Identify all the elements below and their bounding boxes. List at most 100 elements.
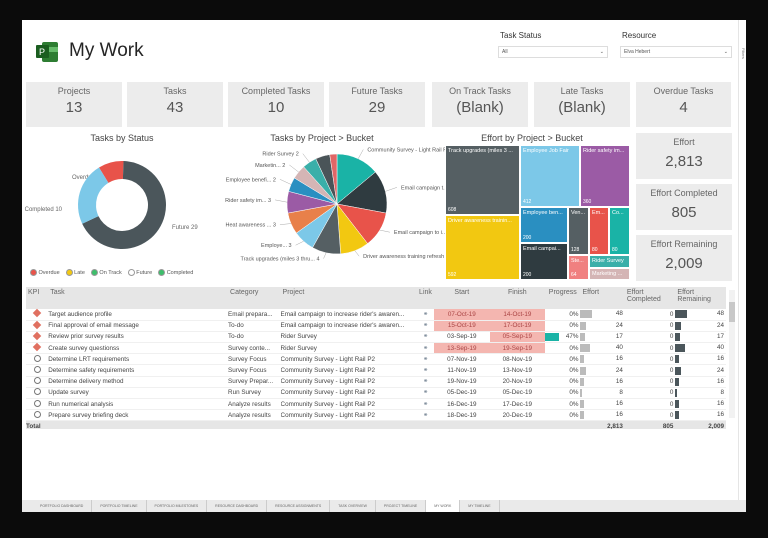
effort-completed-value: 0 [669,389,674,397]
page-tab[interactable]: MY TIMELINE [460,500,500,512]
table-row[interactable]: Create survey questionss Survey conte... R… [26,342,726,354]
resource-dropdown[interactable]: Elva Hebert ⌄ [620,46,732,58]
task-status-dropdown[interactable]: All ⌄ [498,46,608,58]
page-tab[interactable]: RESOURCE ASSIGNMENTS [267,500,331,512]
treemap-tile[interactable]: Em... 80 [589,207,609,255]
column-header[interactable]: Link [419,289,432,296]
page-tab[interactable]: PORTFOLIO DASHBOARD [32,500,93,512]
legend-label: Future [136,269,153,276]
category: To-do [228,333,244,341]
link-icon[interactable]: ⚭ [422,355,429,363]
column-header[interactable]: KPI [28,289,40,296]
table-row[interactable]: Determine delivery method Survey Prepar..… [26,376,726,388]
legend-item: Future [127,269,153,276]
on-track-kpi-icon [90,269,98,276]
resource-label: Resource [622,31,657,40]
page-tab[interactable]: RESOURCE DASHBOARD [207,500,268,512]
link-icon[interactable]: ⚭ [422,400,429,408]
project: Rider Survey [280,333,317,341]
table-row[interactable]: Target audience profile Email prepara... E… [26,309,726,321]
treemap-tile[interactable]: Employee ben... 200 [520,207,568,243]
link-icon[interactable]: ⚭ [422,344,429,352]
link-icon[interactable]: ⚭ [422,378,429,386]
treemap-tile[interactable]: Track upgrades (miles 3 ... 608 [445,145,520,215]
effort-remaining-value: 24 [716,366,724,374]
start-date: 16-Dec-19 [447,400,477,408]
data-bar [580,321,587,330]
legend-item: On Track [90,269,122,276]
tile-label: Marketing ... [592,271,623,277]
table-scrollbar[interactable] [729,290,735,418]
table-row[interactable]: Final approval of email message To-do Emai… [26,320,726,332]
column-header[interactable]: Finish [508,289,527,296]
card-label: Late Tasks [560,86,604,96]
future-kpi-icon [33,399,41,407]
overdue-kpi-icon [32,320,42,330]
data-bar [675,400,680,409]
column-header[interactable]: Category [230,289,259,296]
column-header[interactable]: Task [50,289,65,296]
table-row[interactable]: Prepare survey briefing deck Analyze resu… [26,410,726,421]
page-tab[interactable]: PROJECT TIMELINE [376,500,427,512]
tile-value: 592 [448,272,457,278]
link-icon[interactable]: ⚭ [422,333,429,341]
link-icon[interactable]: ⚭ [422,310,429,318]
table-row[interactable]: Update survey Run Survey Community Survey … [26,387,726,399]
page-tab[interactable]: PORTFOLIO TIMELINE [92,500,147,512]
treemap-tile[interactable]: Employee Job Fair 412 [520,145,580,207]
treemap-tile[interactable]: Driver awareness trainin... 592 [445,215,520,280]
finish-date: 05-Sep-19 [489,331,546,343]
treemap-tile[interactable]: Ste... 64 [568,255,589,280]
task-name: Create survey questionss [48,344,120,352]
donut-label: Completed 10 [25,207,63,213]
treemap-tile[interactable]: Email campai... 200 [520,243,568,280]
column-header[interactable]: Effort [582,289,600,296]
data-bar [675,377,680,386]
column-header[interactable]: Progress [548,289,577,296]
page-tab[interactable]: PORTFOLIO MILESTONES [147,500,208,512]
treemap-tile[interactable]: Ven... 128 [568,207,589,255]
data-bar [580,411,585,420]
table-row[interactable]: Determine safety requirements Survey Focu… [26,365,726,377]
link-icon[interactable]: ⚭ [422,411,429,419]
project: Community Survey - Light Rail P2 [280,389,376,397]
report-canvas: P My Work Task Status All ⌄ Resource Elva… [22,20,746,512]
link-icon[interactable]: ⚭ [422,389,429,397]
finish-date: 20-Nov-19 [502,378,533,386]
link-icon[interactable]: ⚭ [422,367,429,375]
project: Community Survey - Light Rail P2 [280,355,376,363]
kpi-card: Late Tasks (Blank) [534,82,630,127]
filters-pane-toggle[interactable]: Filters [738,20,746,500]
card-label: On Track Tasks [449,86,511,96]
treemap-tile[interactable]: Marketing ... [589,268,630,280]
page-tab[interactable]: TASK OVERVIEW [330,500,376,512]
table-row[interactable]: Review prior survey results To-do Rider Su… [26,331,726,343]
finish-date: 05-Dec-19 [502,389,533,397]
table-row[interactable]: Run numerical analysis Analyze results Com… [26,399,726,410]
tile-value: 412 [523,199,532,205]
overdue-kpi-icon [32,309,42,318]
page-tab[interactable]: MY WORK [426,500,461,512]
pie-label: Heat awareness ... 3 [225,223,275,229]
tile-label: Ven... [571,210,586,216]
column-header[interactable]: Start [454,289,470,296]
pie-label: Track upgrades (miles 3 thru... 4 [241,257,320,263]
column-header[interactable]: Project [282,289,305,296]
progress-value: 0% [569,355,579,363]
data-bar [580,366,587,375]
tile-value: 64 [571,272,577,278]
effort-remaining-value: 8 [720,388,724,396]
progress-value: 0% [569,400,579,408]
link-icon[interactable]: ⚭ [422,322,429,330]
donut-slice-overdue [99,161,124,183]
data-bar [675,344,686,353]
column-header[interactable]: Effort Completed [626,289,661,303]
start-date: 13-Sep-19 [434,342,490,354]
table-row[interactable]: Determine LRT requirements Survey Focus Co… [26,354,726,365]
column-header[interactable]: Effort Remaining [677,289,711,303]
progress-value: 0% [569,367,579,375]
svg-text:P: P [39,47,45,57]
treemap-tile[interactable]: Rider safety im... 360 [580,145,630,207]
treemap-tile[interactable]: Co... 80 [609,207,630,255]
treemap-tile[interactable]: Rider Survey [589,255,630,268]
